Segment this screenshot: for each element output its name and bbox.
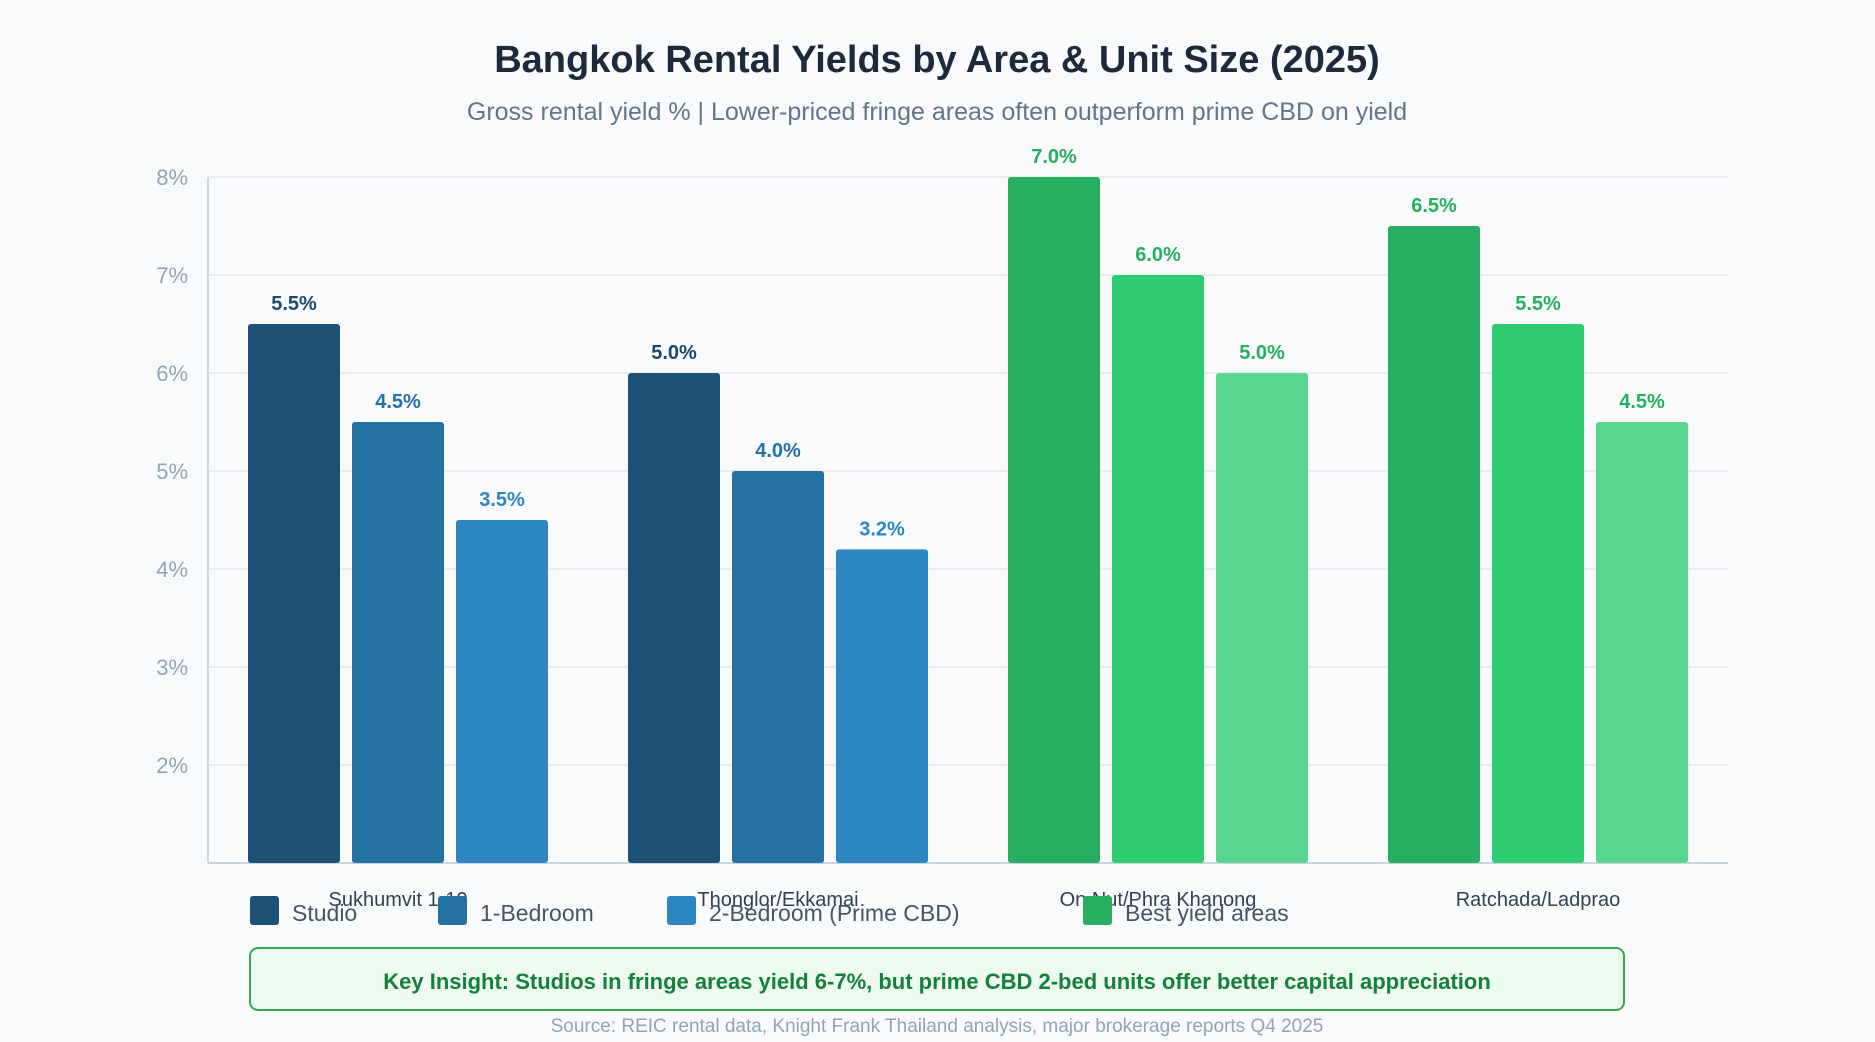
- value-label: 6.0%: [1135, 244, 1181, 266]
- bars: [248, 177, 1688, 863]
- legend-swatch: [1083, 896, 1112, 925]
- y-tick-label: 6%: [156, 361, 188, 386]
- category-label: Ratchada/Ladprao: [1456, 889, 1621, 911]
- value-label: 5.0%: [651, 342, 697, 364]
- category-label: Sukhumvit 1-10: [329, 889, 468, 911]
- bar: [1492, 324, 1584, 863]
- bar: [732, 471, 824, 863]
- value-label: 3.5%: [479, 489, 525, 511]
- value-label: 4.0%: [755, 440, 801, 462]
- bar: [628, 373, 720, 863]
- y-tick-label: 3%: [156, 655, 188, 680]
- y-tick-label: 7%: [156, 263, 188, 288]
- bar: [1216, 373, 1308, 863]
- category-label: Thonglor/Ekkamai: [697, 889, 858, 911]
- bar: [1008, 177, 1100, 863]
- legend-label: 1-Bedroom: [480, 900, 594, 926]
- bar: [1388, 226, 1480, 863]
- y-tick-label: 4%: [156, 557, 188, 582]
- value-label: 4.5%: [1619, 391, 1665, 413]
- legend-swatch: [250, 896, 279, 925]
- bar: [456, 520, 548, 863]
- legend-label: Best yield areas: [1125, 900, 1289, 926]
- value-label: 7.0%: [1031, 146, 1077, 168]
- y-tick-label: 2%: [156, 753, 188, 778]
- bar: [1112, 275, 1204, 863]
- value-label: 4.5%: [375, 391, 421, 413]
- value-label: 3.2%: [859, 518, 905, 540]
- source-note: Source: REIC rental data, Knight Frank T…: [551, 1016, 1324, 1037]
- value-label: 5.5%: [271, 293, 317, 315]
- bar: [352, 422, 444, 863]
- bar: [836, 549, 928, 863]
- y-axis-ticks: 2% 3% 4% 5% 6% 7% 8%: [156, 165, 188, 778]
- bar: [1596, 422, 1688, 863]
- chart-title: Bangkok Rental Yields by Area & Unit Siz…: [494, 39, 1380, 81]
- value-label: 5.5%: [1515, 293, 1561, 315]
- legend: Studio 1-Bedroom 2-Bedroom (Prime CBD) Best…: [250, 896, 1289, 926]
- value-label: 5.0%: [1239, 342, 1285, 364]
- legend-label: 2-Bedroom (Prime CBD): [709, 900, 960, 926]
- chart-subtitle: Gross rental yield % | Lower-priced frin…: [467, 98, 1407, 126]
- value-label: 6.5%: [1411, 195, 1457, 217]
- legend-label: Studio: [292, 900, 357, 926]
- legend-swatch: [438, 896, 467, 925]
- insight-box: [249, 947, 1625, 1011]
- value-labels: 5.5% 4.5% 3.5% 5.0% 4.0% 3.2% 7.0% 6.0% 5.0% 6.5%…: [271, 146, 1665, 540]
- y-tick-label: 5%: [156, 459, 188, 484]
- legend-swatch: [667, 896, 696, 925]
- insight-text: Key Insight: Studios in fringe areas yie…: [383, 969, 1491, 994]
- bar: [248, 324, 340, 863]
- y-tick-label: 8%: [156, 165, 188, 190]
